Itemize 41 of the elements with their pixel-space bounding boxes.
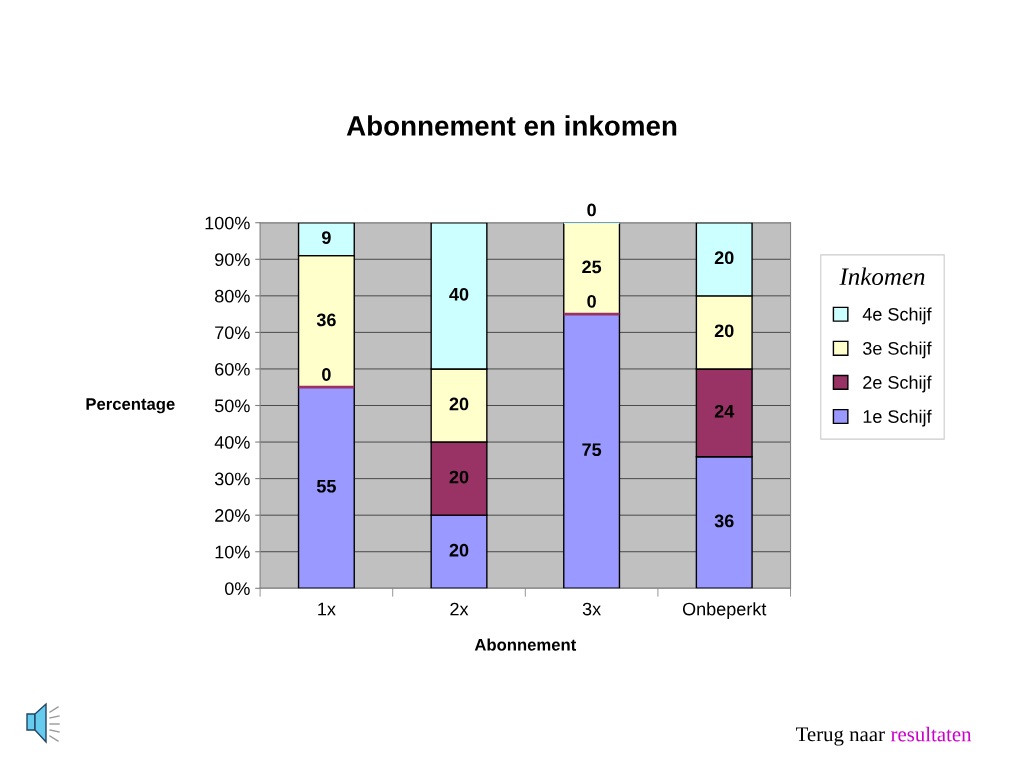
data-label: 40 xyxy=(449,287,469,301)
x-axis-title: Abonnement xyxy=(474,638,577,651)
data-label: 9 xyxy=(322,231,331,245)
y-tick-label: 50% xyxy=(214,399,250,413)
x-tick-label: 2x xyxy=(450,602,469,616)
chart-title: Abonnement en inkomen xyxy=(346,115,677,136)
y-tick-label: 90% xyxy=(215,253,250,266)
y-tick-label: 30% xyxy=(214,472,250,486)
legend-label: 1e Schijf xyxy=(863,409,932,427)
y-tick-label: 20% xyxy=(215,509,250,522)
data-label: 20 xyxy=(449,543,469,557)
data-label: 75 xyxy=(582,443,602,457)
x-tick-label: Onbeperkt xyxy=(682,602,767,620)
y-tick-label: 60% xyxy=(215,362,250,376)
data-label: 0 xyxy=(322,368,331,381)
x-tick-label: 1x xyxy=(318,602,336,616)
data-label: 20 xyxy=(714,324,734,338)
data-label: 55 xyxy=(316,480,336,493)
data-label: 36 xyxy=(316,313,336,327)
data-label: 25 xyxy=(582,260,602,274)
legend-label: 4e Schijf xyxy=(862,307,932,325)
y-tick-label: 10% xyxy=(215,545,250,559)
y-axis-title: Percentage xyxy=(86,398,175,414)
text: resultaten xyxy=(890,726,972,742)
data-label: 20 xyxy=(449,397,469,411)
x-tick-label: 3x xyxy=(582,602,601,616)
y-tick-label: 0% xyxy=(224,582,250,596)
data-label: 0 xyxy=(587,294,596,308)
data-label: 36 xyxy=(714,514,734,528)
data-label: 20 xyxy=(714,251,734,265)
data-label: 0 xyxy=(587,203,596,217)
legend-title: Inkomen xyxy=(839,267,925,286)
y-tick-label: 80% xyxy=(215,289,250,303)
y-tick-label: 70% xyxy=(215,326,250,340)
legend-label: 2e Schijf xyxy=(863,375,932,393)
y-tick-label: 100% xyxy=(205,216,250,230)
y-tick-label: 40% xyxy=(214,436,250,449)
data-label: 24 xyxy=(714,404,735,418)
data-label: 20 xyxy=(449,470,469,484)
legend-label: 3e Schijf xyxy=(862,341,932,359)
text: Terug naar xyxy=(796,727,885,746)
